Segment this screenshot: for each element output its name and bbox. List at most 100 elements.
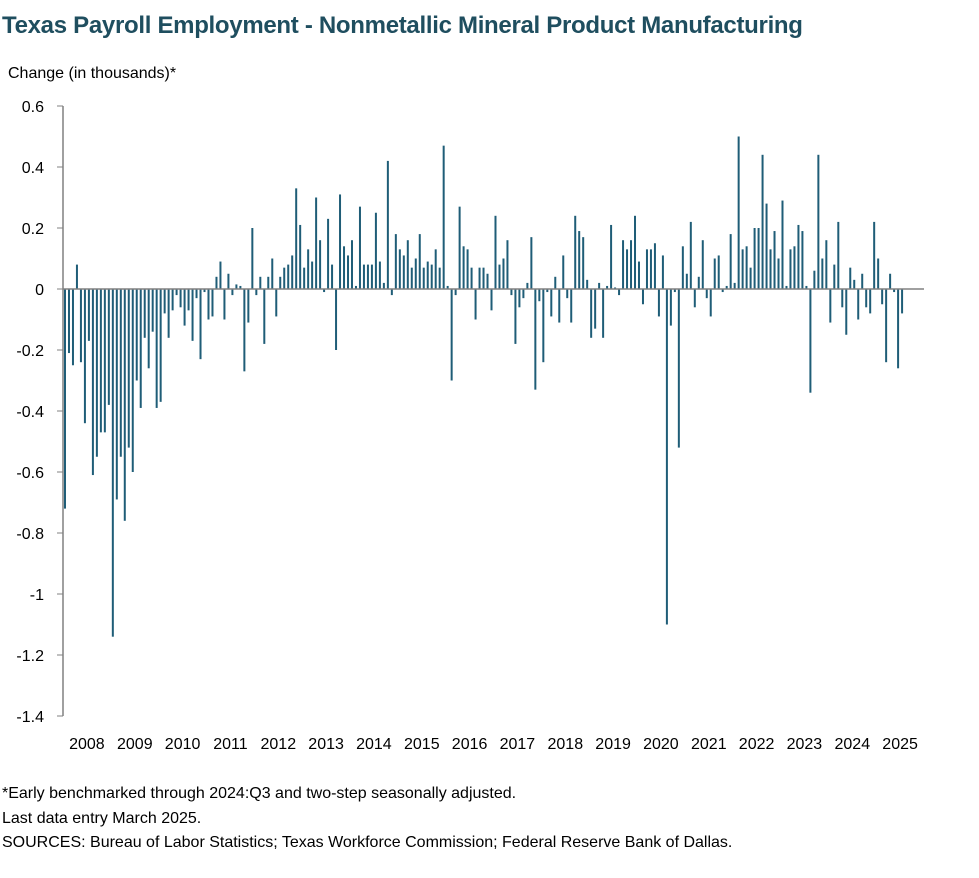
bar	[319, 240, 322, 289]
bar	[637, 261, 640, 289]
bar	[370, 264, 373, 289]
y-tick-label: 0.4	[22, 160, 44, 177]
bar	[598, 282, 601, 289]
y-tick-label: -1	[30, 587, 44, 604]
bar	[618, 289, 621, 296]
bar	[558, 289, 561, 323]
bar	[669, 289, 672, 326]
bar	[203, 289, 206, 293]
bar	[689, 221, 692, 289]
x-tick-label: 2022	[739, 736, 775, 753]
y-tick-label: -0.8	[16, 526, 44, 543]
bar	[207, 289, 210, 320]
bar	[466, 249, 469, 289]
y-tick-label: -0.2	[16, 343, 44, 360]
bar	[199, 289, 202, 360]
bar	[737, 136, 740, 289]
bar	[75, 264, 78, 289]
bar	[586, 279, 589, 289]
bar	[366, 264, 369, 289]
bar	[897, 289, 900, 369]
bar	[99, 289, 102, 433]
bar	[434, 249, 437, 289]
x-tick-label: 2023	[787, 736, 823, 753]
bar	[538, 289, 541, 302]
bar	[877, 258, 880, 289]
bar	[414, 258, 417, 289]
bar	[442, 145, 445, 289]
bar	[131, 289, 134, 472]
bar	[677, 289, 680, 448]
bar	[721, 289, 724, 293]
bar	[901, 289, 904, 314]
x-tick-label: 2010	[165, 736, 201, 753]
bar	[299, 224, 302, 289]
bar	[701, 240, 704, 289]
x-tick-label: 2011	[213, 736, 248, 753]
bar	[717, 255, 720, 289]
bar	[661, 255, 664, 289]
bar	[725, 285, 728, 289]
x-tick-label: 2016	[452, 736, 488, 753]
x-tick-label: 2021	[691, 736, 727, 753]
bar	[857, 289, 860, 320]
bar	[697, 276, 700, 289]
bar	[307, 249, 310, 289]
bar	[151, 289, 154, 332]
bar	[79, 289, 82, 363]
bar	[526, 282, 529, 289]
footnote-last-entry: Last data entry March 2025.	[2, 809, 202, 827]
x-tick-label: 2013	[308, 736, 344, 753]
bar	[358, 206, 361, 289]
bar	[845, 289, 848, 335]
bar	[490, 289, 493, 311]
bar	[163, 289, 166, 314]
bar	[227, 273, 230, 289]
bar	[809, 289, 812, 393]
bar	[562, 255, 565, 289]
bar	[63, 289, 66, 509]
bar	[271, 258, 274, 289]
bar	[115, 289, 118, 500]
bar	[374, 212, 377, 289]
bar	[645, 249, 648, 289]
bar	[761, 154, 764, 289]
bar	[578, 231, 581, 289]
bar	[825, 240, 828, 289]
bar	[378, 261, 381, 289]
y-axis-label: Change (in thousands)*	[8, 65, 177, 82]
bar	[67, 289, 70, 354]
bar	[390, 289, 393, 296]
bar	[873, 221, 876, 289]
bar	[155, 289, 158, 408]
bar	[327, 218, 330, 289]
bar	[251, 228, 254, 289]
bar	[542, 289, 545, 363]
x-tick-label: 2009	[117, 736, 153, 753]
bar	[398, 249, 401, 289]
bar	[275, 289, 278, 317]
bar	[502, 258, 505, 289]
bar	[283, 267, 286, 289]
bar	[418, 234, 421, 289]
bar	[554, 276, 557, 289]
bar	[606, 285, 609, 289]
bar	[247, 289, 250, 323]
footnote-sources: SOURCES: Bureau of Labor Statistics; Tex…	[2, 834, 733, 851]
bar	[713, 258, 716, 289]
bar	[303, 267, 306, 289]
bar	[426, 261, 429, 289]
bar	[566, 289, 569, 299]
x-tick-label: 2025	[882, 736, 918, 753]
y-tick-label: 0.2	[22, 221, 44, 238]
bar	[394, 234, 397, 289]
bar	[634, 215, 637, 289]
bar	[602, 289, 605, 338]
bar	[570, 289, 573, 323]
bar	[187, 289, 190, 311]
bar	[279, 276, 282, 289]
bar	[454, 289, 457, 296]
bar	[749, 267, 752, 289]
bar	[641, 289, 644, 305]
bar	[829, 289, 832, 323]
